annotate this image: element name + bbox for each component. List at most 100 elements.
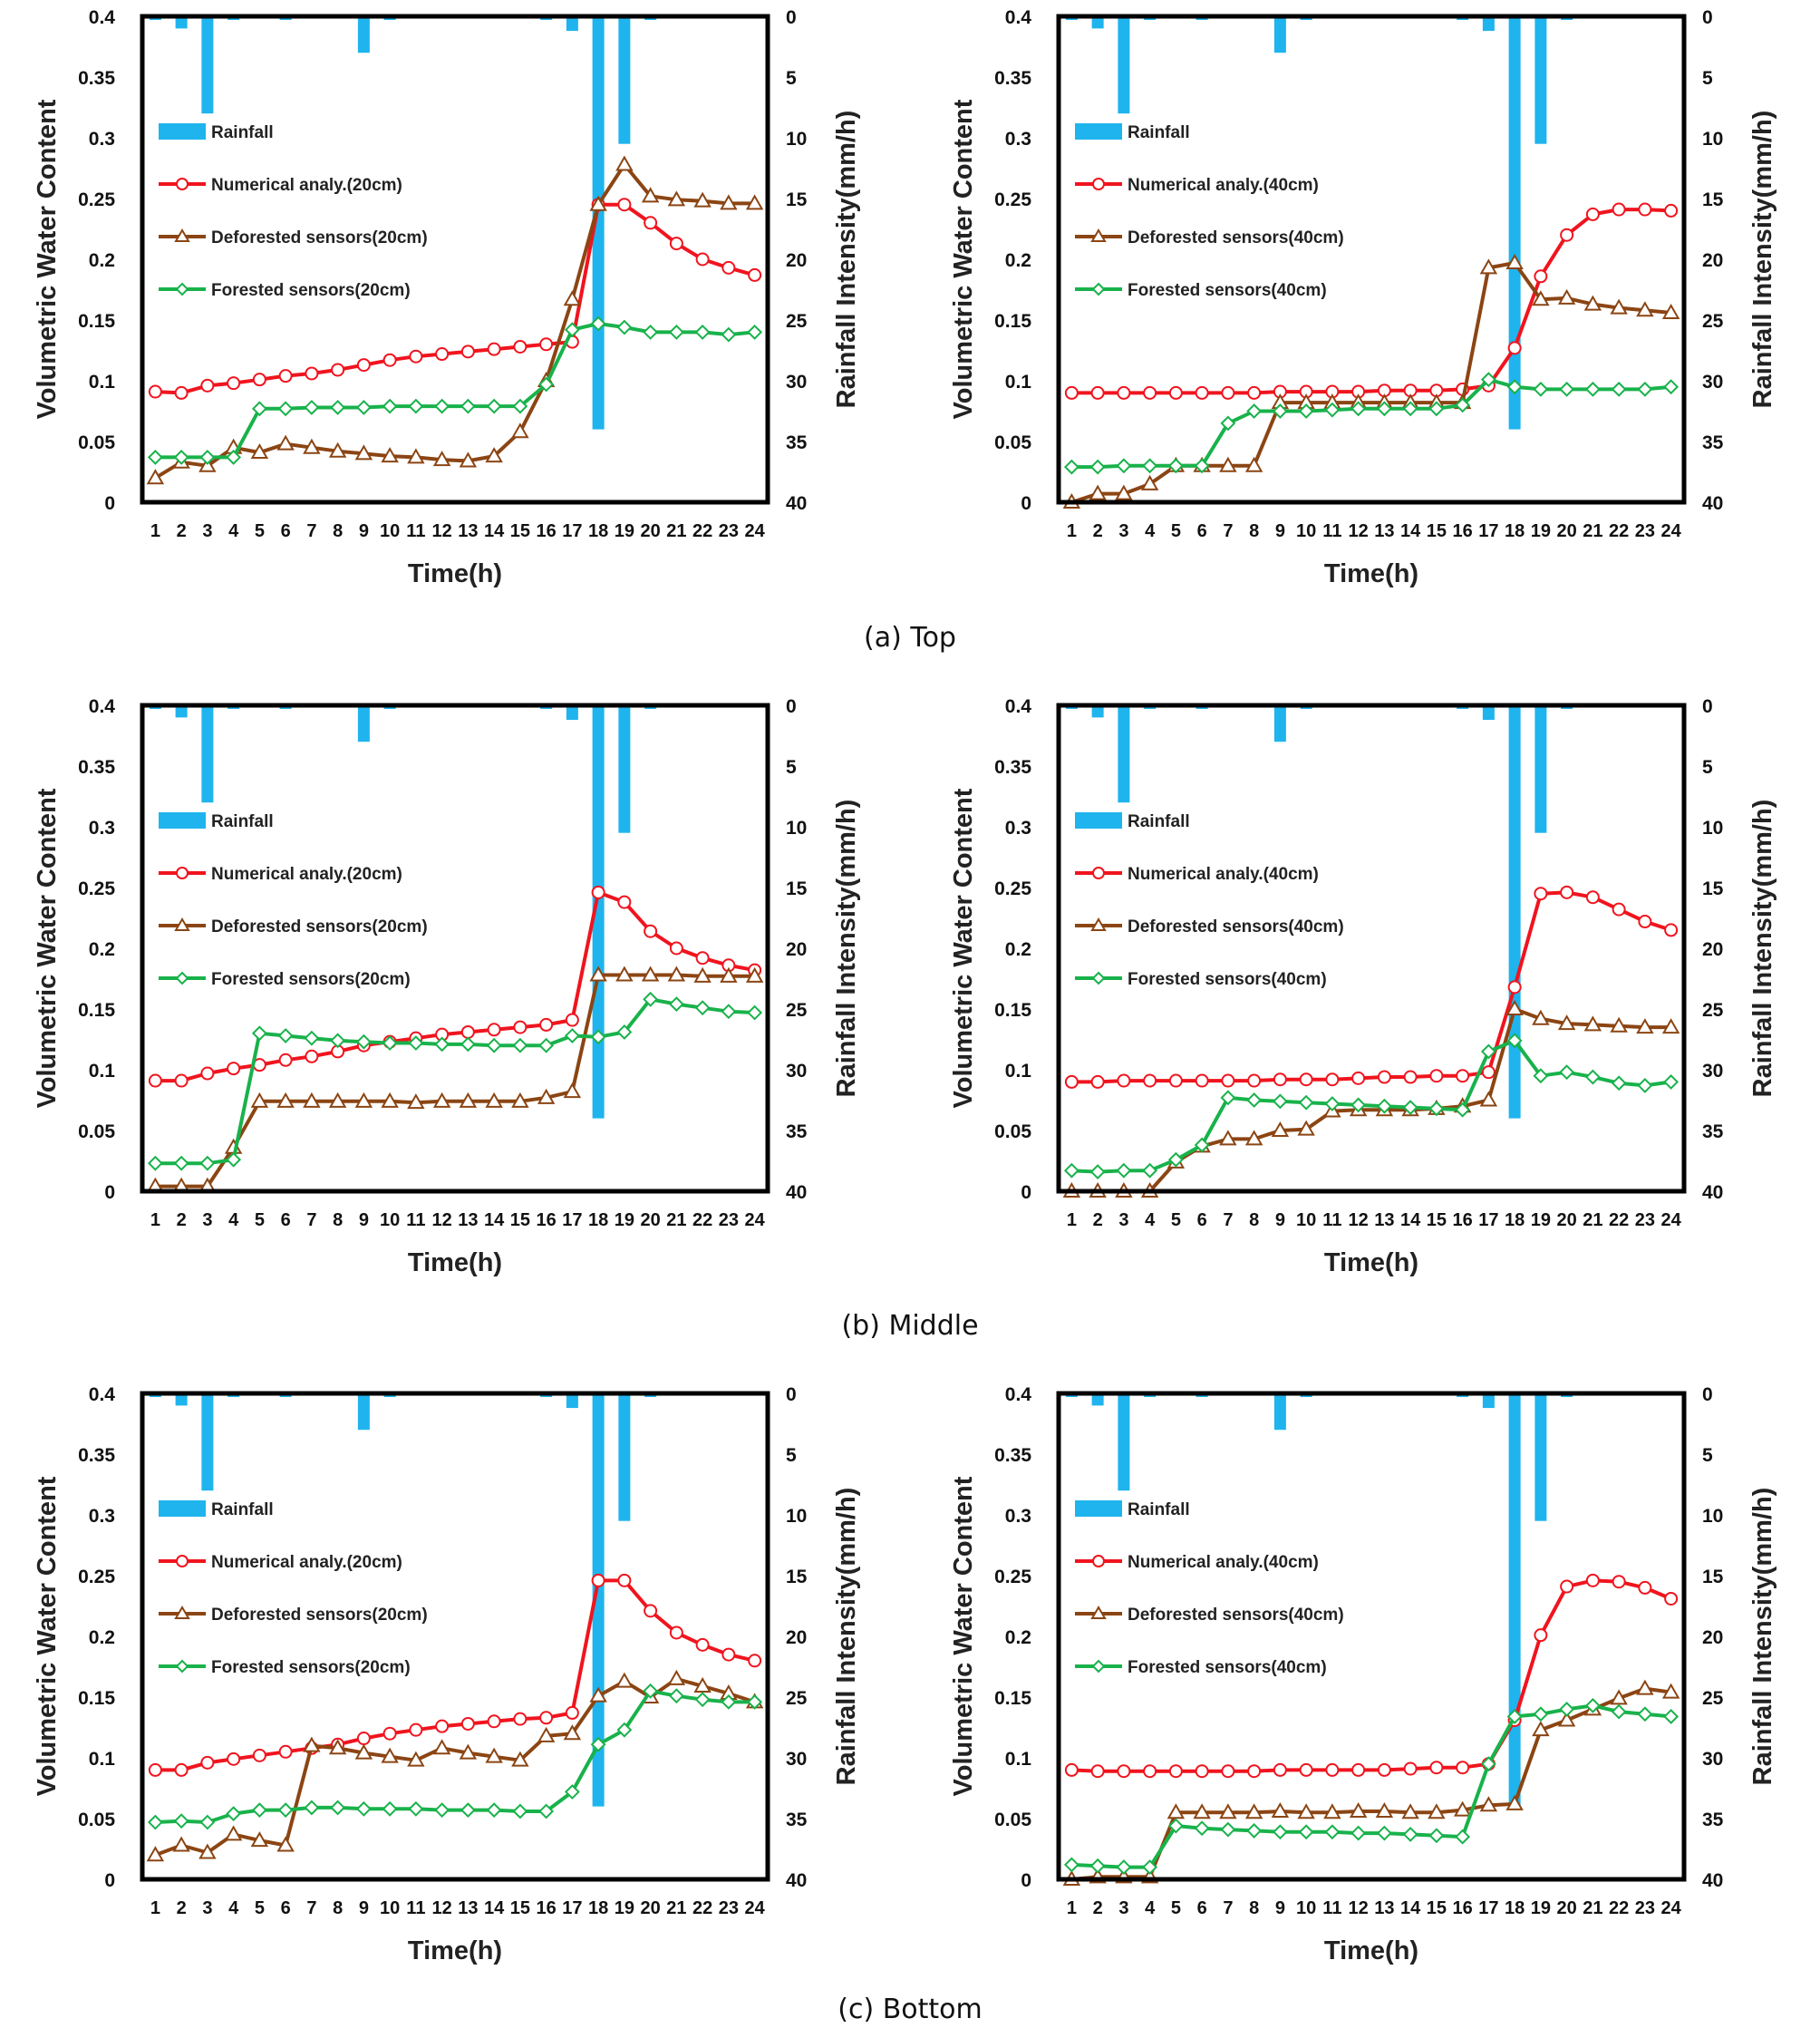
- y2-tick-label: 30: [1702, 1061, 1723, 1082]
- y2-tick-label: 25: [1702, 1000, 1724, 1021]
- y-tick-label: 0.05: [78, 432, 115, 453]
- data-point-forested: [616, 319, 633, 335]
- data-point-forested: [355, 1033, 372, 1050]
- data-point-deforested: [146, 1846, 165, 1862]
- data-point-numerical: [1429, 1761, 1444, 1775]
- data-point-numerical: [669, 1625, 683, 1640]
- data-point-forested: [382, 398, 398, 414]
- data-point-numerical: [174, 1073, 189, 1088]
- y2-tick-label: 5: [1702, 757, 1713, 778]
- y-tick-label: 0.4: [89, 1384, 116, 1405]
- x-tick-label: 16: [1453, 1210, 1473, 1230]
- data-point-forested: [564, 1784, 580, 1800]
- data-point-deforested: [589, 1686, 607, 1703]
- data-point-numerical: [1143, 1073, 1157, 1088]
- rainfall-bar: [201, 705, 214, 803]
- data-point-numerical: [1247, 1073, 1262, 1088]
- data-point-deforested: [1636, 301, 1654, 317]
- data-point-forested: [226, 1151, 242, 1168]
- data-point-deforested: [328, 1092, 347, 1108]
- y-tick-label: 0.4: [89, 696, 116, 717]
- data-point-forested: [434, 398, 450, 414]
- data-point-numerical: [1638, 202, 1652, 217]
- x-tick-label: 21: [666, 1210, 686, 1230]
- data-point-forested: [1298, 1094, 1314, 1111]
- data-point-deforested: [172, 1836, 190, 1852]
- legend-marker: [1091, 1659, 1106, 1674]
- y-tick-label: 0.05: [78, 1810, 115, 1830]
- x-axis-title: Time(h): [408, 1936, 502, 1965]
- data-point-numerical: [1612, 1575, 1626, 1589]
- data-point-forested: [1663, 1073, 1680, 1090]
- data-point-deforested: [615, 155, 634, 171]
- y-tick-label: 0: [1021, 493, 1031, 514]
- x-tick-label: 18: [588, 521, 608, 541]
- rainfall-bar: [1273, 705, 1286, 742]
- data-point-forested: [226, 1806, 242, 1822]
- x-tick-label: 21: [666, 521, 686, 541]
- y2-tick-label: 0: [786, 696, 797, 717]
- data-point-numerical: [1143, 1764, 1157, 1779]
- data-point-deforested: [1115, 484, 1133, 500]
- data-point-numerical: [1351, 1071, 1366, 1085]
- x-tick-label: 1: [150, 521, 160, 541]
- y-tick-label: 0: [104, 493, 115, 514]
- y2-tick-label: 25: [1702, 311, 1724, 332]
- data-point-numerical: [1168, 1764, 1183, 1779]
- data-point-deforested: [1479, 258, 1498, 275]
- data-point-forested: [1376, 1825, 1392, 1841]
- rainfall-bar: [357, 16, 370, 53]
- data-point-numerical: [1456, 1069, 1470, 1083]
- legend-label-rainfall: Rainfall: [211, 812, 274, 831]
- data-point-forested: [1428, 1101, 1445, 1117]
- data-point-numerical: [695, 252, 710, 267]
- data-point-forested: [643, 991, 659, 1007]
- x-tick-label: 8: [1249, 521, 1259, 541]
- x-tick-label: 7: [1223, 1898, 1233, 1918]
- data-point-forested: [1246, 1822, 1263, 1839]
- data-point-forested: [408, 1035, 424, 1051]
- legend-marker: [1092, 178, 1105, 190]
- y-tick-label: 0.35: [994, 1445, 1031, 1466]
- rainfall-bar: [1118, 705, 1130, 803]
- data-point-forested: [460, 398, 476, 414]
- data-point-forested: [1063, 1162, 1079, 1179]
- panel-caption: (c) Bottom: [837, 1994, 982, 2025]
- y-tick-label: 0.35: [994, 68, 1031, 89]
- data-point-numerical: [644, 216, 658, 230]
- y2-tick-label: 30: [1702, 372, 1723, 393]
- y-tick-label: 0.35: [78, 1445, 115, 1466]
- y-tick-label: 0.15: [994, 311, 1031, 332]
- data-point-deforested: [667, 190, 686, 207]
- data-point-forested: [590, 315, 606, 332]
- data-point-deforested: [407, 1751, 425, 1767]
- data-point-deforested: [198, 1843, 217, 1859]
- legend-marker: [1091, 971, 1106, 985]
- x-tick-label: 7: [306, 1898, 316, 1918]
- data-point-forested: [1637, 1706, 1653, 1722]
- data-point-numerical: [565, 1705, 579, 1720]
- data-point-numerical: [1612, 202, 1626, 217]
- x-axis-title: Time(h): [408, 1248, 502, 1277]
- y2-tick-label: 20: [786, 939, 807, 960]
- x-tick-label: 15: [510, 1898, 530, 1918]
- data-point-forested: [277, 1028, 294, 1043]
- x-tick-label: 19: [1531, 1210, 1551, 1230]
- y2-tick-label: 40: [786, 1182, 807, 1203]
- x-tick-label: 1: [150, 1898, 160, 1918]
- data-point-numerical: [1090, 1074, 1105, 1089]
- data-point-deforested: [511, 422, 529, 439]
- x-tick-label: 19: [615, 1210, 634, 1230]
- data-point-forested: [1506, 1033, 1523, 1049]
- data-point-numerical: [617, 198, 632, 212]
- legend-marker: [176, 867, 189, 879]
- rainfall-bar: [1508, 1393, 1521, 1807]
- x-tick-label: 9: [1275, 521, 1285, 541]
- data-point-forested: [486, 1037, 502, 1053]
- data-point-forested: [668, 1688, 684, 1704]
- y-tick-label: 0.1: [89, 1061, 116, 1082]
- data-point-numerical: [591, 885, 605, 899]
- x-tick-label: 12: [1349, 1898, 1369, 1918]
- x-tick-label: 21: [1583, 521, 1602, 541]
- data-point-forested: [355, 1800, 372, 1817]
